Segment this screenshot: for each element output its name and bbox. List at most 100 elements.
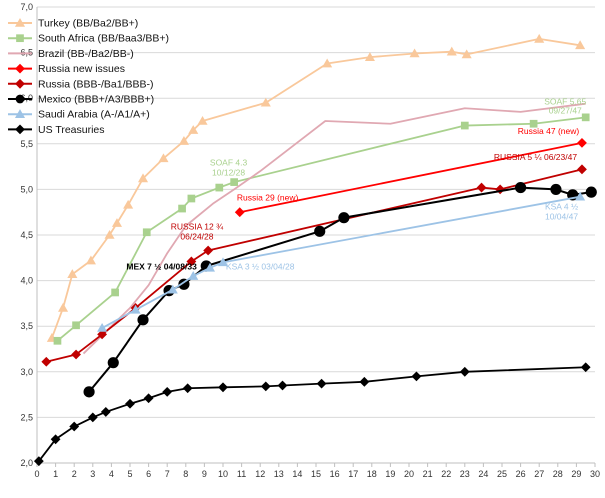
series-line bbox=[82, 102, 586, 355]
legend: Turkey (BB/Ba2/BB+) South Africa (BB/Baa3… bbox=[8, 18, 169, 136]
y-tick-label: 5,0 bbox=[20, 184, 33, 194]
data-point bbox=[137, 173, 149, 183]
data-point bbox=[217, 257, 229, 267]
data-point bbox=[234, 207, 245, 218]
data-point bbox=[143, 393, 154, 404]
annotation-label: SOAF 4.3 bbox=[210, 158, 248, 168]
y-tick-label: 5,5 bbox=[20, 139, 33, 149]
data-point bbox=[111, 218, 123, 227]
data-point bbox=[534, 33, 545, 43]
y-tick-label: 3,0 bbox=[20, 367, 33, 377]
data-point bbox=[72, 321, 80, 330]
x-tick-label: 15 bbox=[311, 469, 321, 479]
data-point bbox=[111, 288, 119, 297]
x-tick-label: 12 bbox=[255, 469, 265, 479]
annotation-label: KSA 3 ½ 03/04/28 bbox=[226, 262, 295, 272]
data-point bbox=[104, 229, 115, 239]
data-point bbox=[197, 115, 208, 125]
x-tick-label: 9 bbox=[202, 469, 207, 479]
data-point bbox=[575, 40, 586, 50]
x-tick-label: 1 bbox=[53, 469, 58, 479]
data-point bbox=[461, 49, 472, 59]
data-point bbox=[178, 204, 186, 213]
series-layer bbox=[33, 33, 597, 467]
data-point bbox=[178, 136, 189, 145]
legend-item: Saudi Arabia (A-/A1/A+) bbox=[8, 109, 150, 121]
y-tick-label: 3,5 bbox=[20, 321, 33, 331]
annotation-label: RUSSIA 12 ¾ bbox=[171, 222, 224, 232]
data-point bbox=[314, 225, 326, 237]
y-tick-label: 4,5 bbox=[20, 230, 33, 240]
legend-label: Saudi Arabia (A-/A1/A+) bbox=[38, 109, 150, 121]
x-tick-label: 7 bbox=[165, 469, 170, 479]
x-tick-label: 21 bbox=[423, 469, 433, 479]
legend-item: Russia new issues bbox=[8, 63, 125, 75]
x-tick-label: 17 bbox=[348, 469, 358, 479]
data-point bbox=[359, 376, 370, 387]
x-tick-label: 19 bbox=[385, 469, 395, 479]
x-tick-label: 10 bbox=[218, 469, 228, 479]
data-point bbox=[186, 256, 197, 267]
data-point bbox=[50, 434, 61, 445]
legend-swatch-marker bbox=[14, 17, 26, 27]
x-tick-label: 16 bbox=[330, 469, 340, 479]
data-point bbox=[182, 383, 193, 394]
data-point bbox=[230, 178, 239, 186]
series-3 bbox=[234, 137, 587, 218]
y-tick-label: 2,0 bbox=[20, 458, 33, 468]
series-7 bbox=[33, 362, 591, 467]
x-tick-label: 3 bbox=[90, 469, 95, 479]
x-tick-label: 27 bbox=[534, 469, 544, 479]
data-point bbox=[459, 366, 470, 377]
data-point bbox=[87, 412, 98, 423]
series-0 bbox=[46, 33, 586, 342]
x-tick-label: 30 bbox=[590, 469, 600, 479]
data-point bbox=[97, 322, 108, 332]
series-6 bbox=[97, 191, 586, 332]
y-tick-label: 4,0 bbox=[20, 276, 33, 286]
legend-item: Turkey (BB/Ba2/BB+) bbox=[8, 18, 138, 30]
data-point bbox=[476, 182, 487, 193]
legend-item: Mexico (BBB+/A3/BBB+) bbox=[8, 94, 154, 106]
data-point bbox=[187, 194, 196, 203]
data-point bbox=[83, 386, 95, 398]
data-point bbox=[580, 362, 591, 373]
series-1 bbox=[53, 113, 590, 345]
legend-item: South Africa (BB/Baa3/BB+) bbox=[8, 33, 169, 45]
data-point bbox=[33, 456, 44, 467]
data-point bbox=[158, 153, 169, 163]
series-line bbox=[239, 142, 583, 214]
data-point bbox=[577, 137, 587, 148]
legend-item: US Treasuries bbox=[8, 124, 105, 136]
legend-label: Russia new issues bbox=[38, 63, 125, 75]
data-point bbox=[364, 52, 375, 61]
annotation-label: 09/27/47 bbox=[549, 106, 582, 116]
legend-item: Brazil (BB-/Ba2/BB-) bbox=[8, 48, 134, 60]
data-point bbox=[41, 356, 52, 367]
y-tick-label: 2,5 bbox=[20, 412, 33, 422]
data-point bbox=[188, 271, 199, 280]
x-tick-label: 25 bbox=[497, 469, 507, 479]
y-tick-label: 7,0 bbox=[20, 2, 33, 12]
data-point bbox=[215, 183, 224, 192]
data-point bbox=[204, 262, 216, 272]
data-point bbox=[322, 58, 333, 68]
legend-swatch-marker bbox=[15, 63, 25, 74]
data-point bbox=[123, 199, 134, 209]
data-point bbox=[338, 212, 350, 224]
data-point bbox=[69, 421, 80, 432]
data-point bbox=[460, 121, 469, 130]
annotation-label: Russia 47 (new) bbox=[518, 126, 580, 136]
data-point bbox=[260, 97, 271, 107]
legend-swatch-marker bbox=[14, 109, 26, 118]
data-point bbox=[167, 284, 178, 294]
annotation-label: MEX 7 ½ 04/08/33 bbox=[126, 262, 197, 272]
series-2 bbox=[82, 102, 586, 355]
data-point bbox=[446, 46, 457, 56]
annotation-label: SOAF 5.65 bbox=[544, 97, 586, 107]
x-tick-label: 5 bbox=[127, 469, 132, 479]
data-point bbox=[316, 378, 327, 389]
x-tick-label: 0 bbox=[34, 469, 39, 479]
axes: 2,02,53,03,54,04,55,05,56,06,57,00123456… bbox=[20, 2, 600, 479]
